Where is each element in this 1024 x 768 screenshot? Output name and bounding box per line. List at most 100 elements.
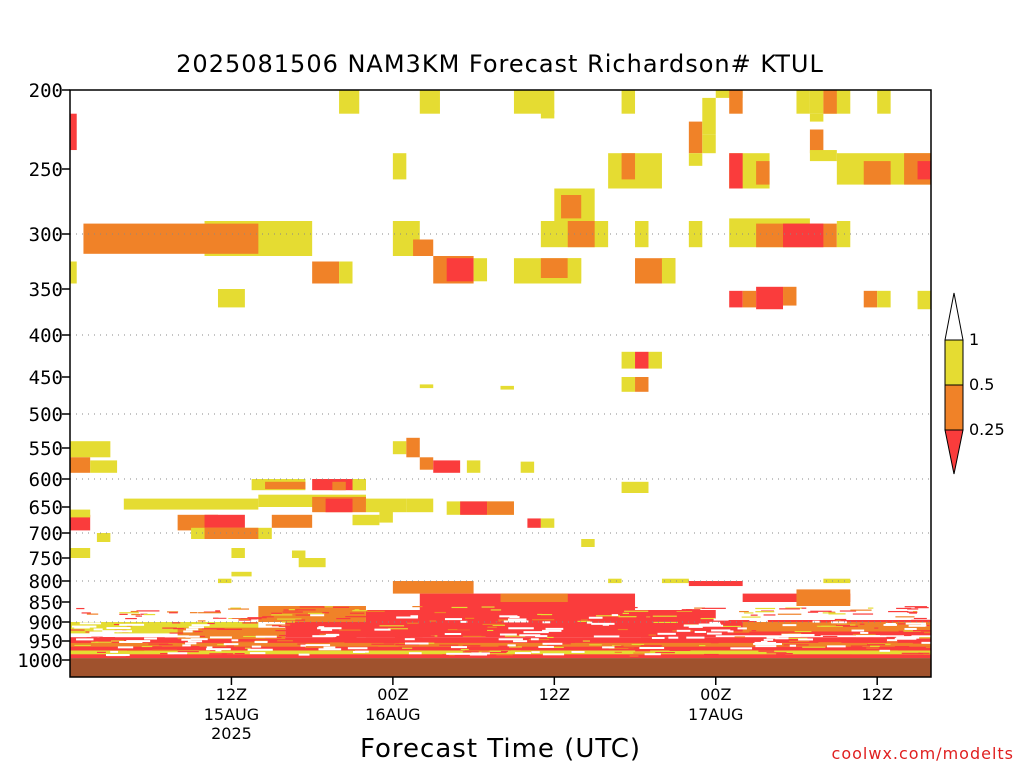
ri-streak bbox=[395, 636, 411, 638]
ri-band bbox=[392, 581, 474, 594]
ri-streak bbox=[595, 610, 608, 612]
ri-cell bbox=[823, 578, 851, 584]
ri-streak bbox=[201, 628, 225, 630]
gap-streak bbox=[116, 630, 133, 633]
ri-streak bbox=[655, 652, 675, 654]
ri-streak bbox=[295, 614, 320, 616]
gap-streak bbox=[921, 641, 931, 644]
gap-streak bbox=[750, 617, 769, 620]
ri-cell bbox=[446, 258, 474, 282]
ri-cell bbox=[863, 290, 878, 308]
gap-streak bbox=[530, 638, 539, 641]
ri-streak bbox=[297, 643, 307, 645]
ri-streak bbox=[141, 645, 153, 648]
ri-streak bbox=[177, 651, 199, 653]
ri-cell bbox=[513, 90, 555, 114]
ri-cell bbox=[217, 578, 232, 584]
ri-cell bbox=[379, 507, 393, 523]
y-tick-label: 500 bbox=[29, 404, 63, 426]
ri-streak bbox=[179, 648, 200, 650]
ri-streak bbox=[375, 634, 392, 636]
ri-streak bbox=[852, 633, 876, 636]
ri-cell bbox=[123, 498, 259, 510]
ri-cell bbox=[332, 481, 346, 491]
gap-streak bbox=[126, 640, 151, 643]
ri-streak bbox=[95, 641, 112, 643]
ri-streak bbox=[475, 640, 492, 642]
ri-streak bbox=[788, 637, 808, 639]
ri-streak bbox=[362, 640, 369, 642]
ri-streak bbox=[86, 613, 99, 615]
ri-streak bbox=[605, 628, 616, 630]
y-tick-label: 350 bbox=[29, 279, 63, 301]
ri-streak bbox=[126, 625, 133, 627]
ri-streak bbox=[119, 613, 128, 615]
ri-cell bbox=[406, 498, 434, 513]
ri-streak bbox=[553, 646, 564, 648]
gap-streak bbox=[904, 627, 917, 630]
gap-streak bbox=[325, 633, 340, 636]
ri-streak bbox=[131, 613, 141, 616]
ri-streak bbox=[618, 616, 637, 618]
ri-cell bbox=[191, 231, 232, 248]
ri-streak bbox=[608, 647, 635, 649]
gap-streak bbox=[683, 624, 705, 627]
ri-streak bbox=[617, 628, 628, 631]
gap-streak bbox=[694, 630, 707, 633]
ri-streak bbox=[198, 612, 222, 614]
ri-streak bbox=[746, 639, 757, 641]
gap-streak bbox=[763, 638, 774, 641]
ri-streak bbox=[203, 611, 221, 613]
gap-streak bbox=[320, 628, 333, 631]
ri-cell bbox=[836, 221, 851, 248]
ri-cell bbox=[809, 150, 837, 162]
ri-streak bbox=[345, 616, 370, 618]
ri-streak bbox=[835, 620, 841, 622]
ri-streak bbox=[451, 606, 468, 609]
source-credit: coolwx.com/modelts bbox=[831, 744, 1014, 763]
ri-streak bbox=[650, 646, 661, 648]
ri-streak bbox=[412, 606, 423, 608]
ri-streak bbox=[755, 607, 776, 610]
ri-streak bbox=[741, 616, 761, 618]
ri-streak bbox=[512, 654, 536, 656]
ri-streak bbox=[496, 654, 513, 656]
ri-streak bbox=[130, 610, 139, 613]
ri-streak bbox=[549, 612, 566, 614]
ri-streak bbox=[215, 610, 221, 612]
gap-streak bbox=[639, 647, 665, 650]
ri-streak bbox=[631, 643, 645, 646]
ri-streak bbox=[574, 610, 588, 612]
ri-streak bbox=[442, 654, 461, 656]
gap-streak bbox=[644, 653, 661, 656]
ri-cell bbox=[648, 351, 662, 369]
ri-streak bbox=[167, 611, 179, 613]
gap-streak bbox=[450, 646, 468, 649]
ri-cell bbox=[466, 460, 481, 473]
ri-streak bbox=[269, 655, 285, 657]
gap-streak bbox=[312, 635, 336, 638]
ri-streak bbox=[646, 639, 653, 642]
gap-streak bbox=[792, 634, 815, 637]
ri-streak bbox=[894, 646, 910, 648]
ri-streak bbox=[648, 634, 656, 636]
ri-streak bbox=[700, 612, 709, 615]
ri-streak bbox=[136, 610, 160, 612]
ri-streak bbox=[481, 651, 488, 653]
ri-streak bbox=[923, 653, 931, 655]
gap-streak bbox=[215, 649, 222, 652]
ri-streak bbox=[612, 644, 622, 647]
ri-streak bbox=[226, 645, 234, 647]
ri-cell bbox=[621, 153, 636, 180]
ri-streak bbox=[82, 628, 87, 630]
ri-streak bbox=[210, 649, 218, 651]
gap-streak bbox=[586, 621, 593, 624]
ri-streak bbox=[397, 632, 404, 634]
gap-streak bbox=[218, 618, 239, 621]
chart-title: 2025081506 NAM3KM Forecast Richardson# K… bbox=[176, 50, 824, 78]
colorbar: 1 0.5 0.25 bbox=[944, 292, 1005, 475]
ri-streak bbox=[599, 629, 614, 631]
ri-streak bbox=[492, 612, 509, 614]
ri-streak bbox=[541, 613, 553, 616]
x-tick-label: 12Z bbox=[216, 685, 247, 704]
